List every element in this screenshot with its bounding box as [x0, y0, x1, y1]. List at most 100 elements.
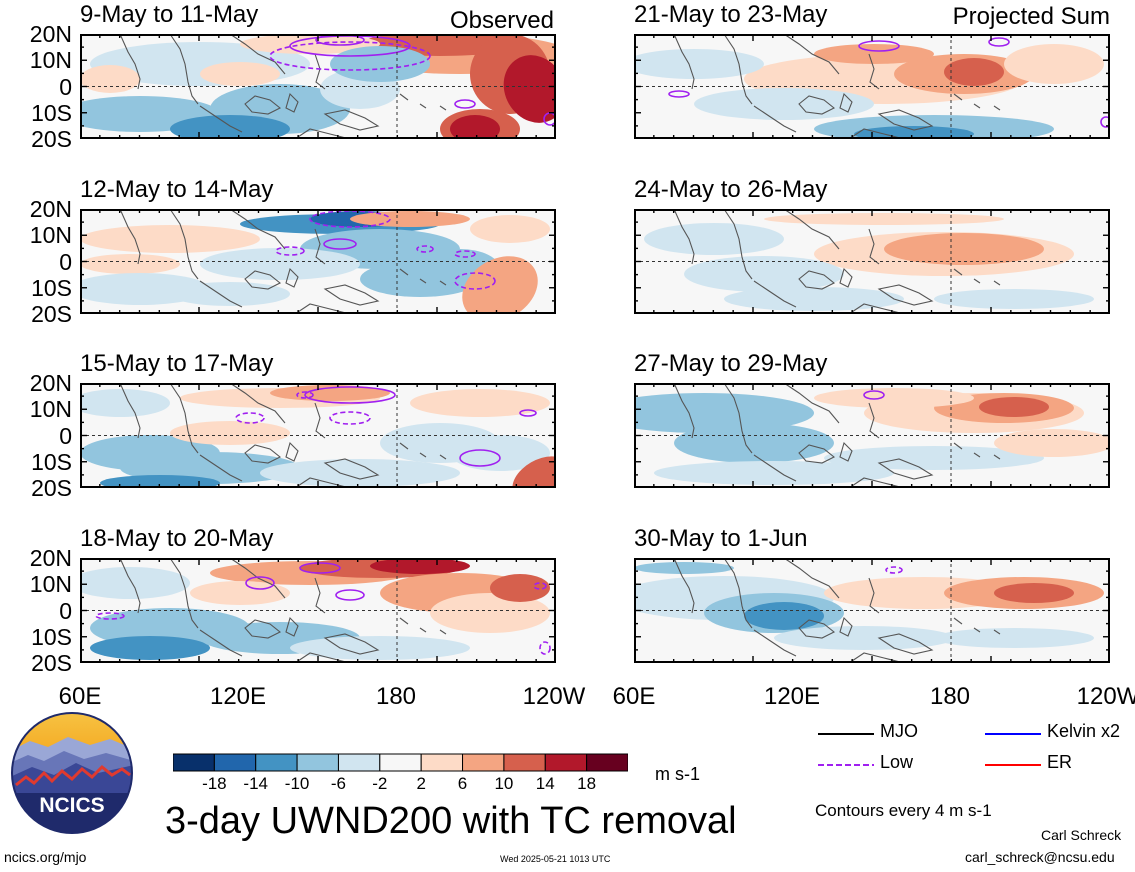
coastline [199, 454, 243, 482]
coastline [285, 441, 299, 462]
colorbar-swatch [337, 753, 381, 772]
latitude-label: 10N [29, 396, 72, 423]
colorbar-swatch [544, 753, 588, 772]
coastline [229, 34, 286, 75]
timestamp: Wed 2025-05-21 1013 UTC [500, 854, 611, 864]
coastline [399, 268, 447, 286]
low-contour [304, 386, 396, 404]
anomaly-region [200, 62, 280, 86]
coastline [753, 454, 797, 482]
longitude-label: 60E [612, 683, 656, 710]
coastline [119, 34, 141, 90]
longitude-label: 180 [375, 683, 417, 710]
wind-field [634, 558, 1110, 663]
anomaly-region [200, 248, 360, 280]
coastline [169, 558, 199, 629]
coastline [673, 209, 695, 265]
wind-field [634, 34, 1110, 139]
legend-line [985, 764, 1041, 766]
anomaly-region [90, 636, 210, 660]
anomaly-region [824, 446, 1044, 470]
coastline [798, 95, 836, 115]
coastline [314, 228, 326, 265]
panel-title: 21-May to 23-May [634, 1, 828, 28]
ncics-logo: NCICS [10, 711, 134, 835]
coastline [783, 209, 840, 250]
low-contour [858, 40, 900, 52]
coastline [783, 34, 840, 75]
low-contour [668, 90, 690, 98]
latitude-label: 20N [29, 21, 72, 47]
map-panel [80, 34, 556, 139]
low-contour [235, 412, 265, 424]
coastline [169, 383, 199, 454]
coastline [877, 109, 934, 131]
coastline [119, 209, 141, 265]
latitude-label: 20S [31, 475, 72, 501]
colorbar-swatch [255, 753, 298, 772]
coastline [119, 383, 141, 439]
coastline [848, 652, 905, 663]
latitude-label: 10N [29, 222, 72, 249]
coastline [723, 558, 753, 629]
anomaly-region [490, 574, 550, 602]
colorbar-label: 10 [494, 774, 514, 793]
anomaly-region [80, 65, 140, 93]
colorbar-swatch [296, 753, 339, 772]
panel-title: 9-May to 11-May [80, 1, 259, 28]
site-url[interactable]: ncics.org/mjo [4, 849, 87, 865]
anomaly-region [80, 567, 190, 599]
anomaly-region [410, 389, 550, 417]
anomaly-region [100, 475, 220, 488]
coastline [839, 267, 853, 288]
latitude-label: 20S [31, 301, 72, 327]
coastline [244, 95, 282, 115]
anomaly-region [994, 429, 1110, 457]
low-contour [454, 99, 476, 109]
coastline [868, 53, 880, 90]
low-contour [988, 37, 1010, 47]
panel-title: 30-May to 1-Jun [634, 525, 808, 552]
anomaly-region [80, 254, 180, 274]
colorbar-label: 14 [535, 774, 555, 793]
anomaly-region [290, 636, 470, 660]
wind-field [80, 383, 556, 488]
coastline [199, 280, 243, 308]
anomaly-region [674, 423, 834, 463]
panel-title: 24-May to 26-May [634, 176, 828, 203]
anomaly-region [684, 256, 844, 292]
coastline [314, 577, 326, 614]
panel-title: 15-May to 17-May [80, 350, 274, 377]
low-contour [454, 250, 476, 258]
author-email[interactable]: carl_schreck@ncsu.edu [965, 849, 1115, 865]
latitude-label: 10S [31, 274, 72, 301]
coastline [294, 303, 351, 314]
latitude-label: 10N [29, 47, 72, 74]
latitude-label: 10S [31, 99, 72, 126]
anomaly-region [634, 562, 734, 574]
colorbar-swatch [420, 753, 464, 772]
coastline [798, 444, 836, 464]
projected-sum-tag: Projected Sum [952, 3, 1110, 30]
wind-field [80, 209, 556, 314]
coastline [323, 633, 380, 655]
colorbar-swatch [586, 753, 629, 772]
wind-field [80, 558, 556, 663]
legend-label: Low [880, 752, 914, 772]
map-panel [634, 558, 1110, 663]
low-contour [245, 576, 275, 590]
colorbar-label: 6 [457, 774, 468, 793]
coastline [673, 34, 695, 90]
coastline [673, 558, 695, 614]
units-label: m s-1 [655, 764, 700, 784]
low-contour [269, 41, 431, 71]
anomaly-region [944, 58, 1004, 86]
coastline [285, 267, 299, 288]
anomaly-region [724, 287, 904, 311]
low-contour [309, 210, 391, 228]
coastline [753, 629, 797, 657]
anomaly-region [330, 46, 430, 82]
coastline [199, 629, 243, 657]
legend-line [818, 764, 874, 766]
low-contour [95, 612, 125, 620]
